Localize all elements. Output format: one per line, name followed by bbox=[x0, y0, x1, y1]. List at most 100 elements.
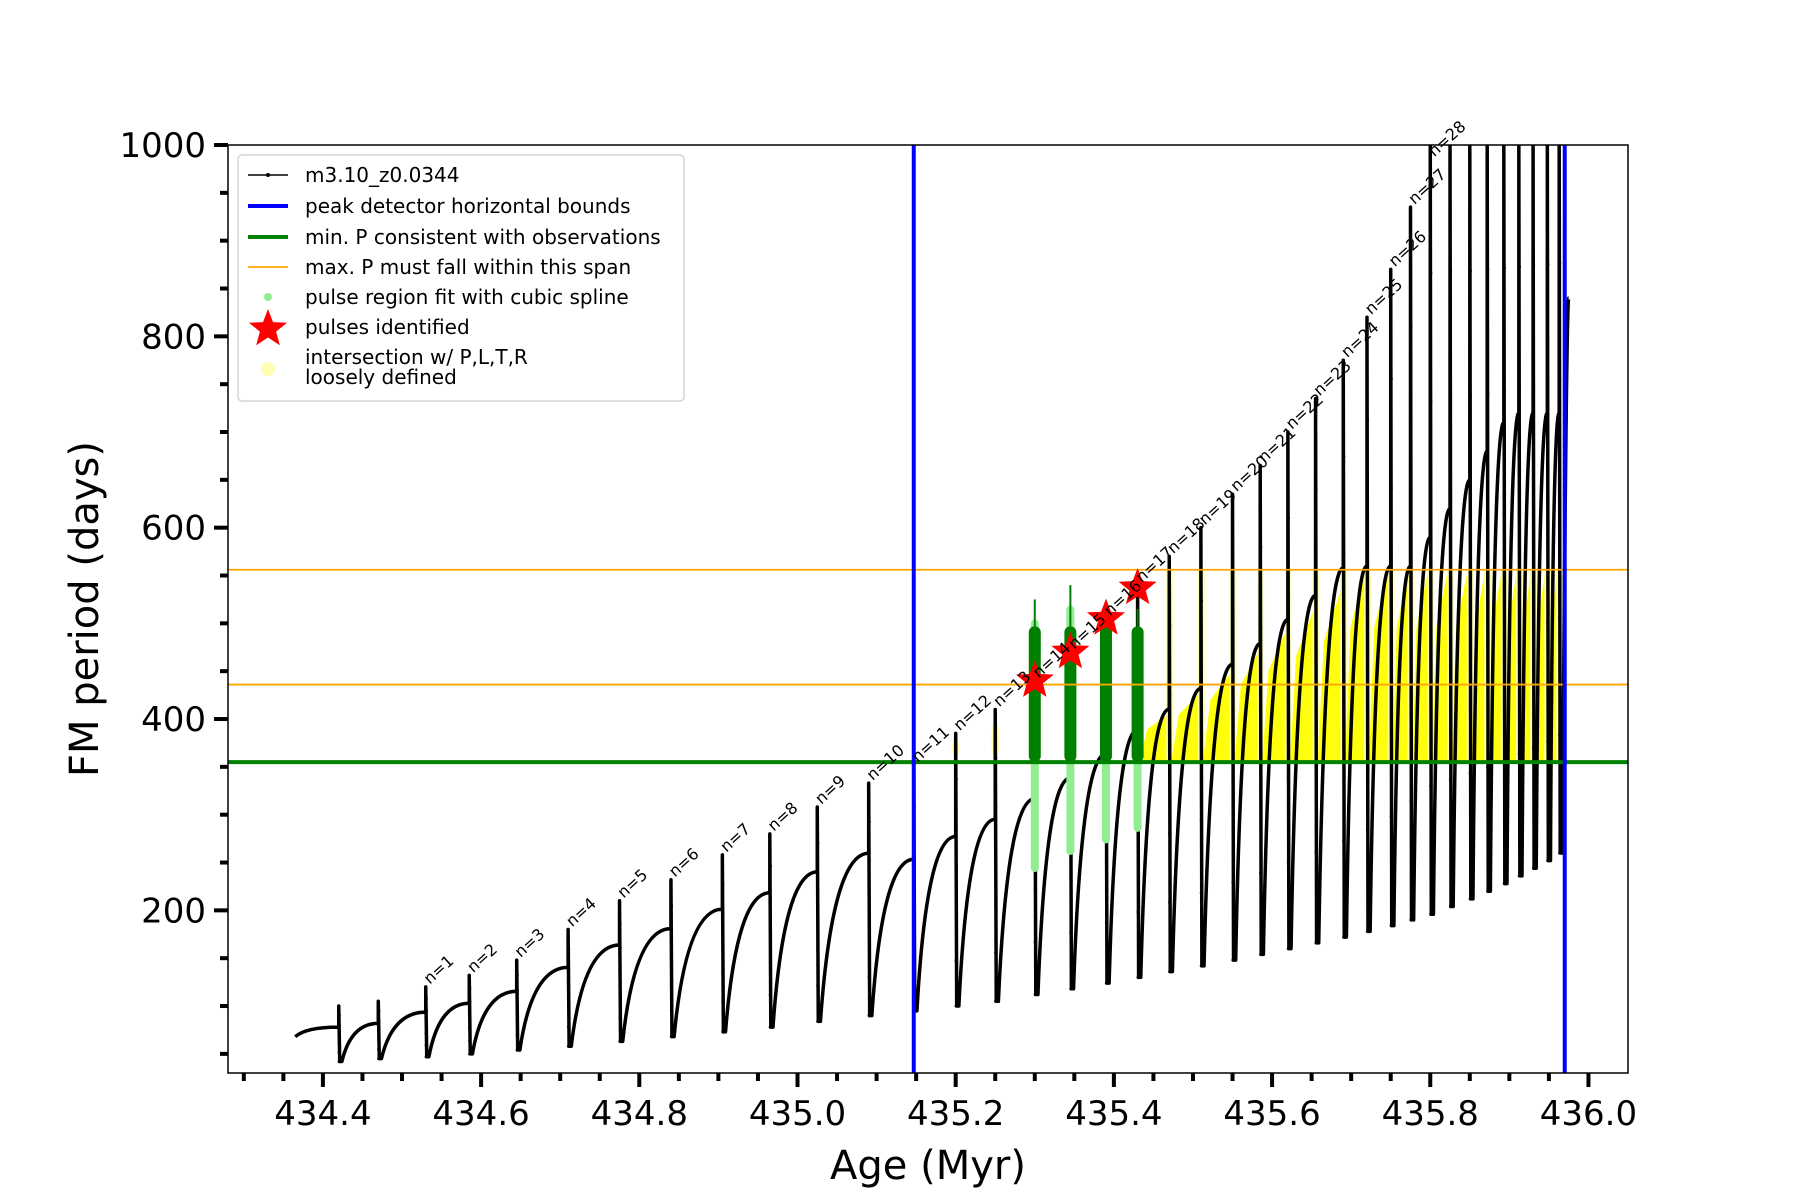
track-point bbox=[337, 1041, 341, 1045]
track-point bbox=[515, 1048, 519, 1052]
track-point bbox=[1033, 888, 1037, 892]
track-point bbox=[867, 859, 871, 863]
track-point bbox=[1231, 803, 1235, 807]
track-point bbox=[1342, 935, 1346, 939]
track-point bbox=[1517, 265, 1521, 269]
track-point bbox=[515, 988, 519, 992]
pulse-star bbox=[1118, 568, 1157, 605]
legend-label: min. P consistent with observations bbox=[305, 225, 661, 249]
track-point bbox=[867, 897, 871, 901]
y-tick-label: 600 bbox=[141, 509, 206, 549]
track-point bbox=[1558, 497, 1562, 501]
legend-label: max. P must fall within this span bbox=[305, 255, 631, 279]
track-point bbox=[1448, 397, 1453, 401]
track-point bbox=[669, 956, 674, 960]
track-point bbox=[1429, 912, 1433, 916]
track-point bbox=[1104, 920, 1109, 924]
track-point bbox=[1448, 651, 1453, 655]
track-point bbox=[1468, 645, 1472, 650]
y-tick-label: 400 bbox=[141, 700, 206, 740]
track-point bbox=[1468, 771, 1472, 775]
track-point bbox=[1342, 454, 1346, 459]
track-point bbox=[424, 1020, 428, 1024]
track-point bbox=[721, 971, 725, 975]
track-point bbox=[1069, 874, 1073, 879]
track-point bbox=[1199, 599, 1203, 603]
pulse-label: n=23 bbox=[1310, 356, 1355, 399]
track-point bbox=[1314, 850, 1318, 854]
track-point bbox=[768, 864, 772, 868]
track-point bbox=[618, 1016, 622, 1020]
track-point bbox=[1558, 261, 1562, 265]
track-point bbox=[424, 1031, 428, 1036]
pulse-star bbox=[1051, 632, 1090, 669]
track-point bbox=[567, 947, 571, 951]
track-point bbox=[1486, 640, 1490, 645]
track-point bbox=[1409, 324, 1413, 328]
pulse-label: n=25 bbox=[1361, 275, 1406, 318]
track-point bbox=[468, 1026, 472, 1030]
axes: 200 400 600 800 1000 434.4 434.6 434.8 435.0 435.… bbox=[119, 126, 1637, 1134]
track-point bbox=[1389, 486, 1393, 490]
track-point bbox=[1259, 952, 1263, 956]
track-point bbox=[424, 996, 428, 1001]
track-point bbox=[515, 973, 519, 977]
legend-label: loosely defined bbox=[305, 365, 457, 389]
track-point bbox=[1259, 708, 1263, 712]
track-point bbox=[468, 1013, 472, 1017]
track-point bbox=[1531, 625, 1536, 629]
plot-frame bbox=[227, 144, 1629, 1074]
track-point bbox=[994, 853, 998, 857]
track-point bbox=[1389, 924, 1393, 928]
x-axis-label: Age (Myr) bbox=[830, 1143, 1026, 1189]
track-point bbox=[567, 986, 571, 990]
track-point bbox=[1199, 818, 1203, 822]
x-tick-label: 435.4 bbox=[1065, 1094, 1162, 1134]
legend-box bbox=[237, 154, 685, 402]
legend-label: peak detector horizontal bounds bbox=[305, 194, 631, 218]
track-point bbox=[954, 958, 958, 963]
track-point bbox=[377, 1028, 381, 1032]
period-track bbox=[294, 145, 1571, 1064]
track-point bbox=[1104, 981, 1109, 985]
legend-swatch-star bbox=[249, 309, 287, 346]
track-point bbox=[1558, 733, 1562, 737]
pulse-label: n=8 bbox=[764, 798, 802, 835]
track-point bbox=[1409, 561, 1413, 566]
track-point bbox=[816, 841, 820, 845]
track-point bbox=[1429, 656, 1433, 660]
pulse-label: n=5 bbox=[613, 865, 651, 902]
track-point bbox=[1486, 267, 1490, 271]
pulse-label: n=4 bbox=[562, 894, 600, 931]
track-point bbox=[1546, 262, 1550, 266]
pulse-label: n=24 bbox=[1337, 318, 1382, 361]
track-point bbox=[721, 1000, 725, 1004]
track-point bbox=[1517, 508, 1521, 513]
track-point bbox=[377, 1018, 381, 1022]
track-point bbox=[1389, 377, 1393, 381]
track-point bbox=[515, 1018, 519, 1022]
track-point bbox=[768, 928, 772, 933]
track-point bbox=[1259, 626, 1263, 631]
track-point bbox=[1314, 487, 1318, 491]
track-point bbox=[994, 902, 998, 906]
pulse-label: n=26 bbox=[1385, 227, 1430, 270]
track-point bbox=[1314, 941, 1318, 945]
legend-swatch-intersection bbox=[261, 362, 275, 376]
x-tick-label: 436.0 bbox=[1540, 1094, 1637, 1134]
track-point bbox=[424, 1008, 428, 1012]
track-point bbox=[669, 982, 674, 986]
track-point bbox=[1104, 859, 1109, 864]
track-point bbox=[1429, 271, 1433, 275]
track-point bbox=[377, 1047, 381, 1051]
track-point bbox=[1365, 725, 1370, 729]
track-point bbox=[618, 992, 622, 997]
track-point bbox=[994, 756, 998, 760]
track-point bbox=[1502, 635, 1506, 639]
pulses-identified bbox=[1015, 568, 1157, 697]
track-point bbox=[567, 1044, 571, 1048]
track-point bbox=[1168, 623, 1172, 628]
track-point bbox=[1342, 647, 1346, 651]
track-point bbox=[1314, 578, 1318, 582]
